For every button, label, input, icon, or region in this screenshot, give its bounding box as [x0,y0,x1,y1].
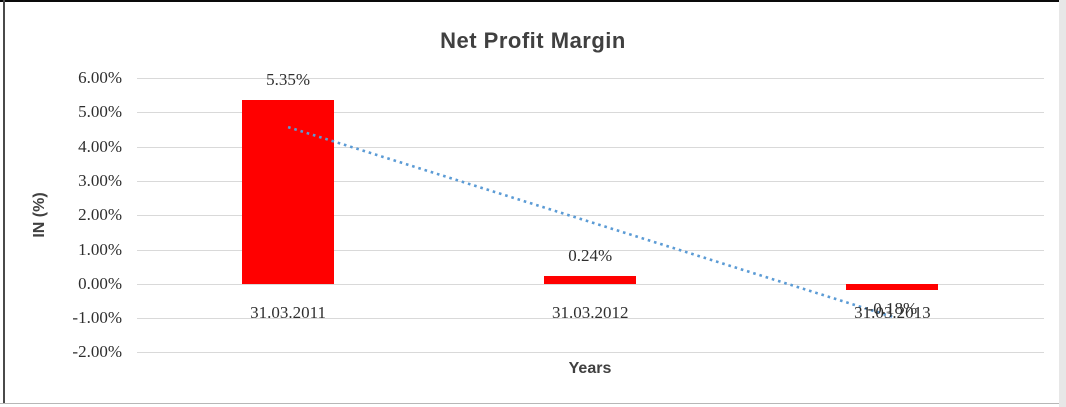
y-axis-tick-label: 4.00% [78,136,122,156]
y-axis-tick-label: 5.00% [78,102,122,122]
window-border-left [3,0,5,404]
gridline [137,78,1044,79]
gridline [137,352,1044,354]
window-border-top [0,0,1066,2]
window-border-bottom [0,403,1066,404]
bar-data-label: 5.35% [266,70,311,90]
gridline [137,318,1044,320]
bar-31.03.2011 [242,100,335,284]
window-right-strip [1059,0,1066,407]
x-axis-category-label: 31.03.2013 [854,303,931,323]
chart-title: Net Profit Margin [440,28,626,53]
y-axis-tick-label: -2.00% [72,342,122,362]
bar-31.03.2012 [544,275,637,284]
bar-data-label: 0.24% [568,245,613,265]
y-axis-tick-label: 3.00% [78,170,122,190]
y-axis-tick-label: 2.00% [78,205,122,225]
y-axis-tick-label: 1.00% [78,239,122,259]
bar-31.03.2013 [846,283,939,290]
y-axis-tick-label: 6.00% [78,68,122,87]
linear-trendline [287,125,893,319]
x-axis-title: Years [568,360,612,377]
gridline [137,112,1044,114]
y-axis-tick-label: 0.00% [78,273,122,293]
y-axis-tick-label: -1.00% [72,308,122,328]
x-axis-category-label: 31.03.2011 [250,303,327,323]
bar-data-label: -0.18% [867,298,918,318]
x-axis-category-label: 31.03.2012 [552,303,629,323]
